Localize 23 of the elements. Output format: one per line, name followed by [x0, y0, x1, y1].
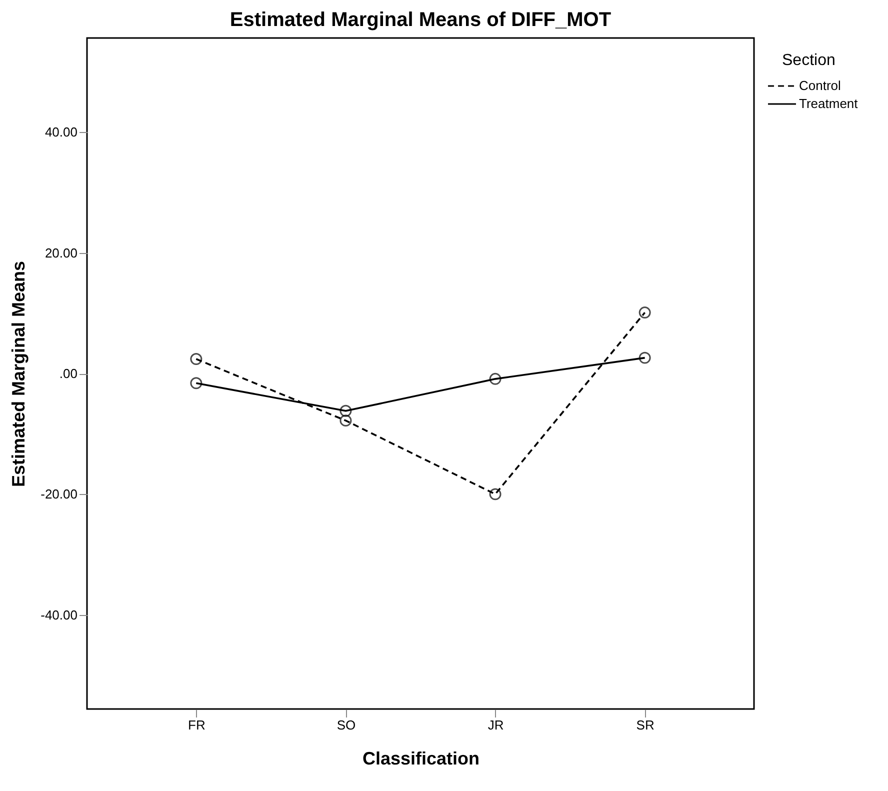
y-tick-label: -40.00	[40, 607, 78, 622]
legend-title: Section	[782, 52, 836, 69]
point	[340, 414, 352, 427]
x-axis-title: Classification	[362, 748, 480, 768]
x-tick-label: SO	[336, 718, 356, 732]
y-tick-label: 40.00	[44, 124, 78, 140]
x-tick-label: JR	[488, 718, 504, 732]
point	[638, 306, 651, 319]
point	[489, 372, 502, 385]
x-tick-label: FR	[188, 718, 206, 732]
x-tick-label: SR	[636, 718, 654, 732]
y-tick-label: .00	[59, 366, 78, 381]
y-tick-label: -20.00	[40, 486, 78, 502]
point	[489, 488, 502, 500]
y-axis-title: Estimated Marginal Means	[8, 260, 29, 488]
point	[190, 377, 202, 390]
legend-label: Control	[799, 78, 842, 93]
legend-label: Treatment	[799, 96, 858, 111]
chart-title: Estimated Marginal Means of DIFF_MOT	[230, 9, 612, 31]
point	[340, 404, 352, 417]
point	[638, 352, 651, 364]
y-tick-label: 20.00	[44, 245, 78, 260]
point	[190, 353, 202, 365]
